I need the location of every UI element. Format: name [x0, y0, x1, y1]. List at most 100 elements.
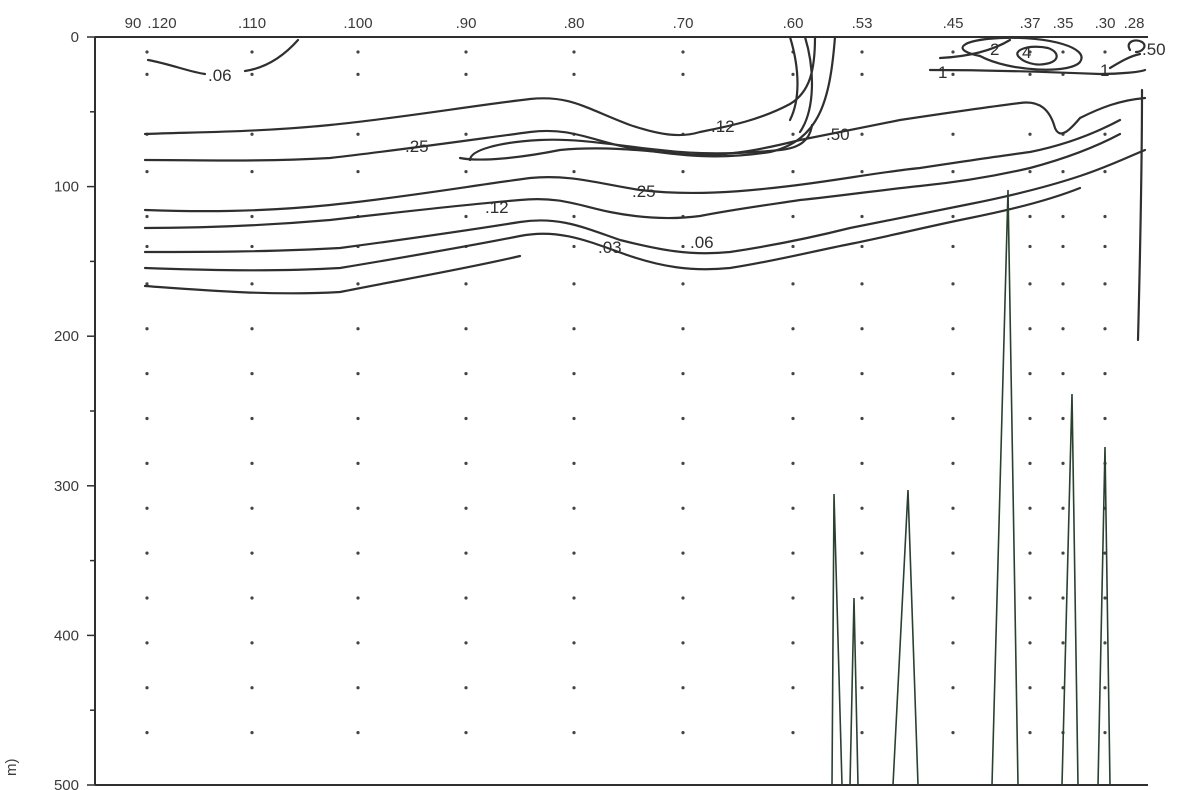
- contour-label: .25: [632, 182, 656, 201]
- sample-dot: [464, 327, 468, 331]
- sample-dot: [464, 731, 468, 735]
- sample-dot: [791, 327, 795, 331]
- sample-dot: [145, 244, 149, 249]
- sample-dot: [791, 641, 795, 645]
- sample-dot: [145, 72, 149, 76]
- sample-dot: [572, 170, 576, 174]
- sample-dot: [464, 282, 468, 286]
- sample-dot: [250, 416, 254, 421]
- sample-dot: [464, 461, 468, 465]
- sample-dot: [145, 416, 149, 421]
- sample-dot: [145, 50, 149, 54]
- station-label: .90: [456, 15, 477, 32]
- contour-line-006: [143, 148, 1147, 255]
- contour-line-1-left: [928, 68, 1147, 76]
- sample-dot: [250, 506, 254, 510]
- sample-dot: [145, 731, 149, 735]
- sample-dot: [681, 170, 685, 174]
- sample-dot: [791, 244, 795, 249]
- sample-dot: [572, 244, 576, 249]
- sample-dot: [572, 282, 576, 286]
- contour-label: .12: [485, 198, 509, 217]
- contour-line-1-right: [1108, 52, 1142, 70]
- sample-dot: [250, 641, 254, 645]
- sample-dot: [791, 170, 795, 174]
- sample-dot: [791, 596, 795, 600]
- contour-label: .12: [711, 117, 735, 136]
- sample-dot: [250, 170, 254, 174]
- sample-dot: [356, 132, 360, 136]
- sample-dot: [572, 327, 576, 331]
- sample-dot: [145, 372, 149, 376]
- sample-dot: [951, 641, 955, 645]
- y-tick-label: 100: [54, 179, 79, 196]
- sample-dot: [356, 170, 360, 174]
- sample-dot: [1103, 170, 1107, 174]
- sample-dot: [791, 132, 795, 136]
- station-label: .110: [238, 15, 266, 32]
- spike: [892, 489, 919, 786]
- sample-dot: [145, 282, 149, 286]
- sample-dot: [464, 372, 468, 376]
- station-label: .60: [783, 15, 804, 32]
- sample-dot: [1103, 372, 1107, 376]
- sample-dot: [791, 506, 795, 510]
- sample-dot: [464, 132, 468, 136]
- sample-dot: [860, 731, 864, 735]
- sample-dot: [860, 461, 864, 465]
- sample-dot: [1028, 132, 1032, 136]
- sample-dot: [464, 214, 468, 219]
- sample-dot: [572, 686, 576, 690]
- sample-dot: [681, 551, 685, 555]
- sample-dot: [464, 506, 468, 510]
- spike: [849, 597, 859, 786]
- sample-dot: [951, 244, 955, 249]
- sample-dot: [250, 327, 254, 331]
- sample-dot: [860, 244, 864, 249]
- sample-dot: [791, 72, 795, 76]
- sample-dot: [572, 416, 576, 421]
- sample-dot: [681, 72, 685, 76]
- sample-dot: [791, 214, 795, 219]
- sample-dot: [356, 461, 360, 465]
- station-label: .80: [564, 15, 585, 32]
- sample-dot: [681, 641, 685, 645]
- spike: [991, 189, 1019, 786]
- sample-dot: [356, 686, 360, 690]
- station-label: .37: [1020, 15, 1041, 32]
- sample-dot: [250, 551, 254, 555]
- sample-dot: [145, 641, 149, 645]
- sample-dot: [250, 372, 254, 376]
- sample-dot: [250, 461, 254, 465]
- sample-dot: [1061, 214, 1065, 219]
- station-label: .53: [852, 15, 873, 32]
- sample-dot: [356, 327, 360, 331]
- contour-label: 2: [990, 40, 999, 59]
- sample-dot: [791, 282, 795, 286]
- sample-dot: [1028, 170, 1032, 174]
- sample-dot: [951, 50, 955, 54]
- sample-dot: [1103, 214, 1107, 219]
- sample-dot: [951, 461, 955, 465]
- sample-dot: [572, 731, 576, 735]
- sample-dot: [145, 461, 149, 465]
- sample-dot: [681, 372, 685, 376]
- sample-dot: [1103, 596, 1107, 600]
- station-label: .35: [1053, 15, 1074, 32]
- sample-dot: [791, 731, 795, 735]
- contour-line-025-lower: [143, 118, 1122, 213]
- sample-dot: [1028, 461, 1032, 465]
- sample-dot: [860, 416, 864, 421]
- sample-dot: [250, 50, 254, 54]
- sample-dot: [791, 686, 795, 690]
- contour-line-025-upper: [143, 35, 837, 162]
- sample-dot: [860, 327, 864, 331]
- sample-dot: [464, 170, 468, 174]
- sample-dot: [791, 416, 795, 421]
- sample-dot: [1103, 327, 1107, 331]
- contour-line-006-top: [146, 38, 300, 76]
- sample-dot: [356, 372, 360, 376]
- sample-dot: [1103, 641, 1107, 645]
- contour-line-012-lower: [143, 132, 1122, 230]
- station-label: .30: [1095, 15, 1116, 32]
